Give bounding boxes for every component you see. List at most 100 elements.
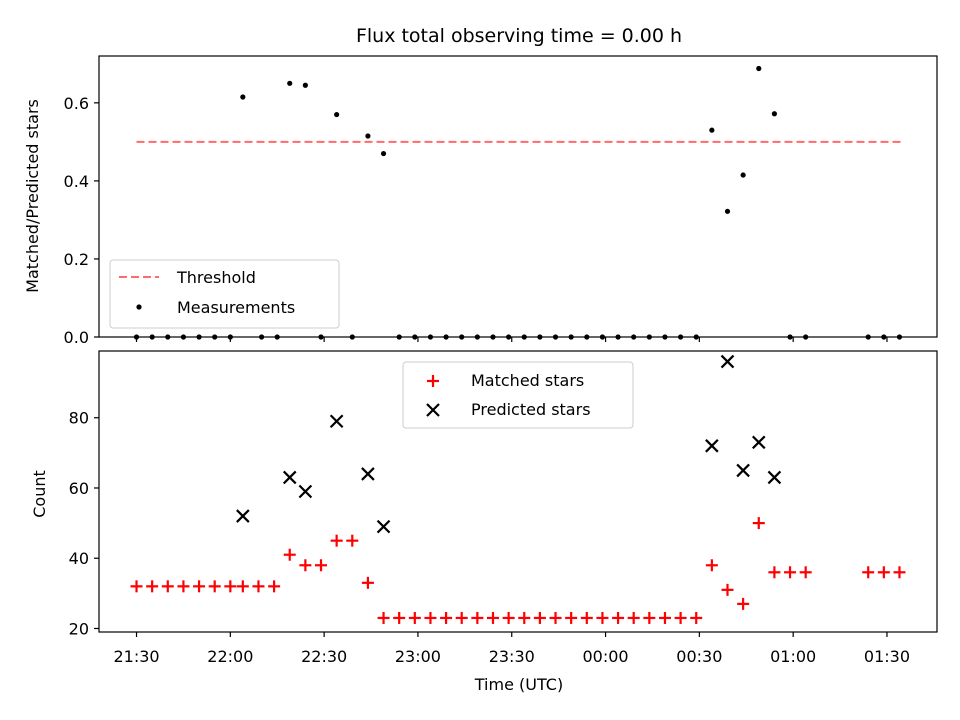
matched-star-point bbox=[283, 548, 296, 561]
measurement-point bbox=[740, 172, 746, 178]
matched-star-point bbox=[361, 576, 374, 589]
matched-star-point bbox=[627, 611, 640, 624]
matched-star-point bbox=[877, 566, 890, 579]
measurement-point bbox=[771, 111, 778, 117]
measurements-legend-swatch bbox=[136, 304, 142, 310]
x-tick-label: 01:00 bbox=[770, 647, 816, 666]
x-tick-label: 21:30 bbox=[113, 647, 159, 666]
matched-legend-label: Matched stars bbox=[471, 371, 584, 390]
matched-star-point bbox=[705, 559, 718, 572]
chart-title: Flux total observing time = 0.00 h bbox=[356, 25, 682, 47]
matched-star-point bbox=[146, 580, 159, 593]
predicted-star-point bbox=[705, 439, 719, 453]
predicted-star-point bbox=[751, 435, 766, 450]
measurement-point bbox=[756, 65, 762, 72]
predicted-star-point bbox=[720, 354, 735, 369]
predicted-star-point bbox=[282, 470, 297, 485]
matched-star-point bbox=[193, 580, 206, 593]
matched-star-point bbox=[299, 559, 312, 572]
ratio-y-tick-label: 0.0 bbox=[64, 328, 89, 347]
measurement-point bbox=[724, 208, 731, 214]
x-tick-label: 22:00 bbox=[207, 647, 253, 666]
x-axis-label: Time (UTC) bbox=[474, 675, 563, 694]
matched-star-point bbox=[377, 611, 390, 624]
matched-star-point bbox=[502, 611, 515, 624]
matched-star-point bbox=[862, 566, 875, 579]
matched-star-point bbox=[330, 534, 343, 547]
matched-star-point bbox=[268, 580, 281, 593]
matched-star-point bbox=[408, 611, 421, 624]
x-tick-label: 23:00 bbox=[395, 647, 441, 666]
predicted-star-point bbox=[736, 463, 750, 478]
measurement-point bbox=[380, 150, 387, 157]
matched-star-point bbox=[784, 566, 797, 579]
matched-star-point bbox=[252, 580, 265, 593]
count-y-axis-label: Count bbox=[30, 470, 49, 518]
count-y-tick-label: 60 bbox=[69, 479, 89, 498]
matched-star-point bbox=[596, 611, 609, 624]
predicted-star-point bbox=[329, 414, 344, 429]
matched-star-point bbox=[768, 566, 781, 579]
matched-star-point bbox=[346, 534, 359, 547]
ratio-y-tick-label: 0.6 bbox=[64, 94, 89, 113]
matched-star-point bbox=[674, 611, 687, 624]
matched-star-point bbox=[455, 611, 468, 624]
ratio-y-axis-label: Matched/Predicted stars bbox=[23, 99, 42, 293]
matched-star-point bbox=[486, 611, 499, 624]
matched-star-point bbox=[565, 611, 578, 624]
count-legend-box bbox=[402, 361, 634, 429]
measurement-point bbox=[709, 127, 715, 133]
matched-star-point bbox=[799, 566, 812, 579]
ratio-y-tick-label: 0.2 bbox=[64, 250, 89, 269]
matched-star-point bbox=[643, 611, 656, 624]
measurement-point bbox=[240, 94, 246, 100]
matched-star-point bbox=[177, 580, 190, 593]
ratio-y-tick-label: 0.4 bbox=[64, 172, 89, 191]
measurement-point bbox=[302, 82, 308, 88]
predicted-legend-label: Predicted stars bbox=[471, 400, 591, 419]
predicted-star-point bbox=[376, 519, 391, 534]
x-tick-label: 00:30 bbox=[676, 647, 722, 666]
matched-star-point bbox=[393, 611, 406, 624]
matched-star-point bbox=[658, 611, 671, 624]
matched-star-point bbox=[690, 611, 703, 624]
predicted-star-point bbox=[298, 484, 313, 499]
threshold-legend-label: Threshold bbox=[176, 268, 256, 287]
matched-star-point bbox=[533, 611, 546, 624]
predicted-star-point bbox=[767, 470, 782, 485]
ratio-plot-frame bbox=[98, 55, 938, 338]
matched-star-point bbox=[518, 611, 531, 624]
matched-star-point bbox=[161, 580, 174, 593]
count-y-tick-label: 80 bbox=[69, 409, 89, 428]
x-tick-label: 01:30 bbox=[864, 647, 910, 666]
count-plot-frame bbox=[98, 350, 938, 633]
count-y-tick-label: 20 bbox=[69, 619, 89, 638]
matched-star-point bbox=[893, 566, 906, 579]
ratio-legend-box bbox=[109, 259, 340, 329]
matched-star-point bbox=[752, 517, 765, 530]
matched-star-point bbox=[549, 611, 562, 624]
matched-star-point bbox=[208, 580, 221, 593]
measurements-legend-label: Measurements bbox=[177, 298, 295, 317]
x-tick-label: 22:30 bbox=[301, 647, 347, 666]
measurement-point bbox=[334, 111, 340, 118]
matched-legend-swatch bbox=[427, 375, 439, 387]
predicted-star-point bbox=[236, 509, 250, 523]
matched-star-point bbox=[130, 580, 143, 593]
predicted-star-point bbox=[361, 467, 375, 481]
measurement-point bbox=[287, 80, 293, 86]
matched-star-point bbox=[471, 611, 484, 624]
matched-star-point bbox=[440, 611, 453, 624]
count-y-tick-label: 40 bbox=[69, 549, 89, 568]
matched-star-point bbox=[612, 611, 625, 624]
matched-star-point bbox=[721, 583, 734, 596]
x-tick-label: 23:30 bbox=[489, 647, 535, 666]
measurement-point bbox=[365, 133, 371, 139]
matched-star-point bbox=[424, 611, 437, 624]
ratio-legend: Threshold Measurements bbox=[109, 259, 340, 329]
predicted-legend-swatch bbox=[426, 403, 440, 417]
x-tick-label: 00:00 bbox=[582, 647, 628, 666]
matched-star-point bbox=[737, 597, 750, 610]
